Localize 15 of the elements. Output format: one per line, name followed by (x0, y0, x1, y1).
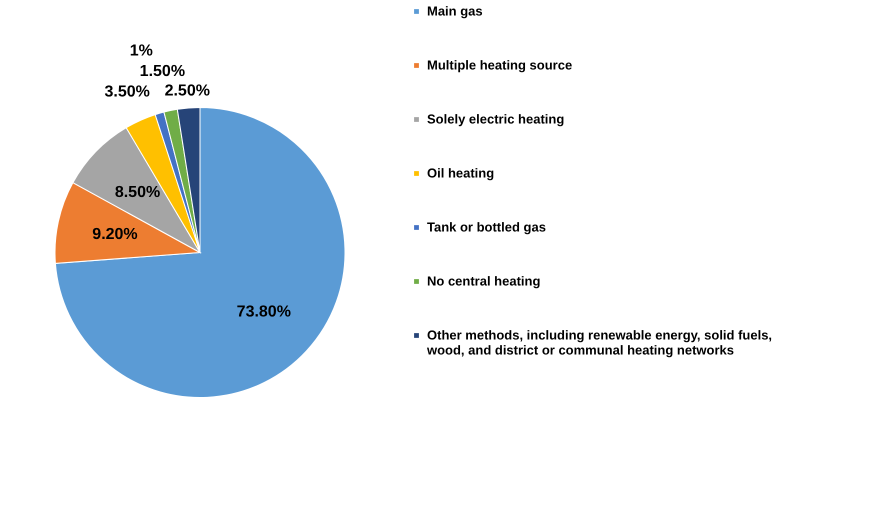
data-label: 9.20% (92, 226, 138, 244)
legend-label: Other methods, including renewable energy, solid fuels, wood, and district or communal heating networks (426, 328, 772, 358)
legend-label: Tank or bottled gas (427, 220, 546, 234)
legend-label: Solely electric heating (427, 112, 564, 126)
legend-label: Multiple heating source (427, 58, 572, 72)
pie-slice (54, 107, 346, 398)
legend-label: No central heating (427, 274, 540, 288)
data-label: 73.80% (236, 304, 291, 321)
data-label: 3.50% (104, 83, 150, 100)
data-label: 2.50% (164, 82, 210, 100)
data-label: 1.50% (140, 62, 186, 80)
data-label: 8.50% (114, 184, 160, 201)
legend-label: Oil heating (427, 166, 494, 180)
data-label: 1% (130, 42, 153, 60)
legend-label: Main gas (427, 4, 483, 18)
